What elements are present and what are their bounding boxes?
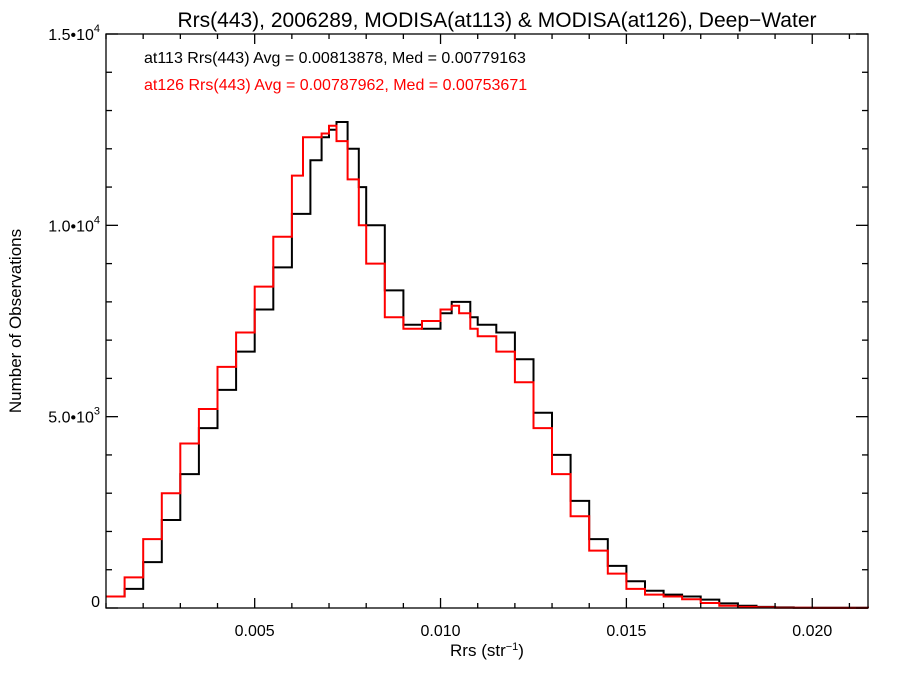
series-line-0 [106, 121, 869, 609]
x-tick-label: 0.005 [235, 623, 275, 640]
x-tick-label: 0.020 [792, 623, 832, 640]
y-tick-label: 5.0•103 [48, 406, 100, 427]
annotation-at126: at126 Rrs(443) Avg = 0.00787962, Med = 0… [144, 77, 527, 94]
y-axis-label: Number of Observations [6, 229, 25, 413]
x-tick-label: 0.015 [606, 623, 646, 640]
x-axis-label-exponent: −1 [506, 641, 519, 653]
series-line-1 [106, 124, 869, 609]
x-tick-label: 0.010 [421, 623, 461, 640]
annotation-at113: at113 Rrs(443) Avg = 0.00813878, Med = 0… [144, 50, 526, 67]
y-tick-label: 1.0•104 [48, 214, 100, 235]
y-tick-label: 0 [91, 594, 100, 611]
chart-title: Rrs(443), 2006289, MODISA(at113) & MODIS… [177, 9, 816, 32]
plot-frame [105, 33, 869, 609]
x-axis-label: Rrs (str−1) [450, 641, 524, 660]
ticks-layer: 0.005 0.010 0.015 0.020 0 5.0•103 1.0•104 1.5•1… [48, 23, 868, 640]
series-layer [106, 121, 869, 609]
y-tick-label: 1.5•104 [48, 23, 100, 44]
